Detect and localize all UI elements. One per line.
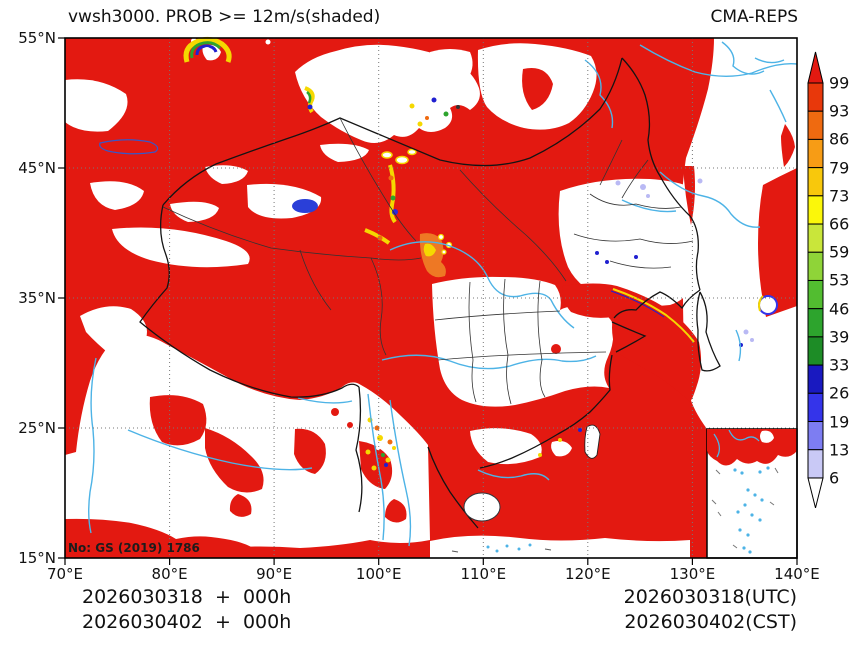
y-tick-label: 45°N [18,159,56,177]
colorbar-tick-label: 53 [829,270,850,290]
model-name-label: CMA-REPS [710,7,798,27]
x-tick-label: 130°E [669,565,716,583]
colorbar-segment [807,138,824,169]
colorbar-tick-label: 93 [829,101,850,121]
province-border-lines [162,117,694,405]
y-tick-label: 15°N [18,549,56,567]
colorbar-segment [807,336,824,366]
colorbar-tick-label: 59 [829,242,850,262]
graticule-grid [65,38,797,558]
x-tick-label: 100°E [355,565,402,583]
init-time-cst-label: 2026030402 + 000h [82,611,292,633]
colorbar-tick-label: 46 [829,299,850,319]
sea-island-specks [451,543,552,553]
y-tick-label: 35°N [18,289,56,307]
colorbar-tick-label: 26 [829,383,850,403]
colorbar-segment [807,279,824,310]
river-lines [88,41,798,547]
country-border-lines [139,57,721,529]
colorbar-segment [807,195,824,225]
red-patches-over-white [65,68,797,558]
colorbar-segment [807,449,824,479]
y-tick-label: 25°N [18,419,56,437]
mid-probability-accents [183,36,778,471]
colorbar-segment [807,251,824,281]
lake-outlines [99,139,318,213]
colorbar-segment [807,167,824,197]
plot-title: vwsh3000. PROB >= 12m/s(shaded) [68,7,381,27]
y-tick-label: 55°N [18,29,56,47]
colorbar-segment [807,421,824,451]
valid-time-cst-label: 2026030402(CST) [624,611,797,633]
colorbar-tick-label: 79 [829,158,850,178]
south-china-sea-inset [706,428,798,559]
x-tick-label: 90°E [256,565,293,583]
colorbar-tick-label: 99 [829,73,850,93]
colorbar-tick-label: 19 [829,412,850,432]
axes-frame-and-ticks [58,37,798,565]
colorbar-segment [807,308,824,338]
colorbar-tick-label: 73 [829,186,850,206]
colorbar-tick-label: 39 [829,327,850,347]
colorbar-tick-label: 33 [829,355,850,375]
x-tick-label: 120°E [565,565,611,583]
x-tick-label: 110°E [460,565,507,583]
colorbar [807,51,824,509]
valid-time-utc-label: 2026030318(UTC) [623,586,797,608]
license-watermark: No: GS (2019) 1786 [68,541,200,555]
colorbar-segment [807,392,824,423]
colorbar-segment [807,82,824,112]
colorbar-segment [807,223,824,253]
x-tick-label: 140°E [774,565,820,583]
island-outlines [463,424,601,522]
x-tick-label: 70°E [46,565,84,583]
x-tick-label: 80°E [151,565,188,583]
colorbar-tick-label: 86 [829,129,850,149]
colorbar-tick-label: 13 [829,440,850,460]
axis-tick-marks [58,37,798,565]
colorbar-segment [807,110,824,140]
colorbar-tick-label: 6 [829,468,840,488]
init-time-utc-label: 2026030318 + 000h [82,586,292,608]
colorbar-tick-label: 66 [829,214,850,234]
colorbar-segment [807,364,824,394]
